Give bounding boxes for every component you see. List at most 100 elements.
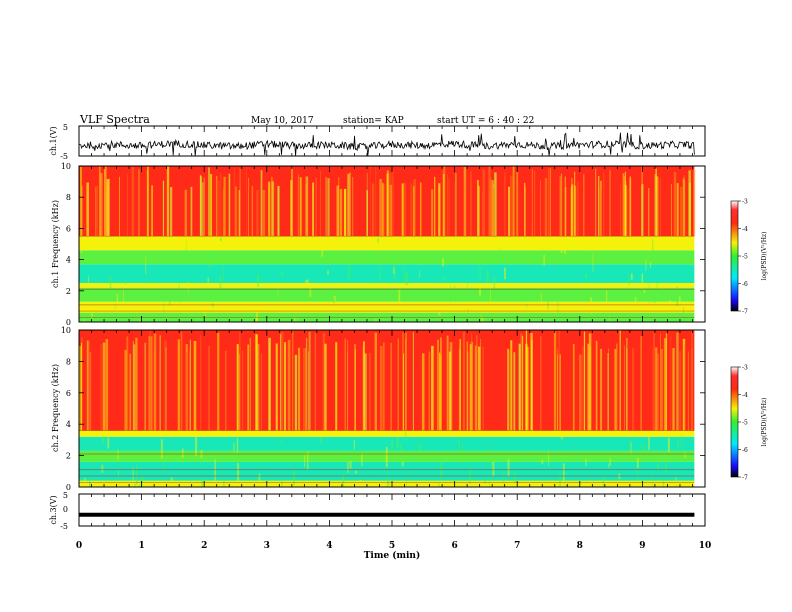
spectrogram-streak: [655, 347, 658, 431]
spectrogram-speck: [145, 256, 147, 275]
spectrogram-speck: [583, 238, 585, 252]
spectrogram-streak: [364, 353, 367, 431]
spectrogram-streak: [482, 169, 486, 237]
spectrogram-streak: [413, 186, 415, 237]
spectrogram-streak: [598, 175, 600, 237]
start-time-label: start UT = 6 : 40 : 22: [437, 116, 534, 126]
spectrogram-streak: [124, 349, 127, 431]
spectrogram-speck: [257, 274, 259, 287]
spectrogram-speck: [204, 306, 206, 319]
spectrogram-streak: [372, 183, 375, 237]
spectrogram-streak: [619, 330, 621, 431]
spectrogram-speck: [656, 282, 658, 297]
spectrogram-speck: [122, 288, 124, 305]
spectrogram-speck: [190, 450, 192, 461]
spectrogram-streak: [352, 176, 354, 237]
spectrogram-streak: [131, 166, 135, 237]
spectrogram-streak: [512, 166, 515, 237]
spectrogram-streak: [100, 344, 103, 431]
spectrogram-speck: [560, 430, 563, 440]
y-tick-label: 6: [66, 224, 71, 233]
spectrogram-streak: [126, 173, 128, 237]
spectrogram-streak: [308, 351, 309, 431]
spectrogram-streak: [607, 353, 609, 431]
spectrogram-speck: [138, 484, 141, 487]
spectrogram-speck: [342, 474, 345, 487]
spectrogram-streak: [292, 330, 294, 431]
spectrogram-streak: [682, 338, 686, 431]
spectrogram-streak: [319, 171, 322, 237]
spectrogram-streak: [482, 346, 484, 431]
colorbar-tick-label: -4: [742, 226, 748, 233]
colorbar-label: log(PSD)(V²/Hz): [761, 398, 768, 447]
spectrogram-speck: [361, 453, 363, 467]
spectrogram-speck: [438, 483, 440, 487]
spectrogram-streak: [583, 331, 585, 431]
spectrogram-streak: [564, 176, 566, 237]
spectrogram-streak: [327, 178, 330, 237]
spectrogram-streak: [335, 342, 338, 431]
spectrogram-speck: [503, 267, 506, 280]
spectrogram-band: [79, 430, 695, 437]
spectrogram-streak: [624, 185, 627, 237]
spectrogram-streak: [186, 352, 189, 431]
spectrogram-streak: [389, 173, 392, 237]
spectrogram-streak: [626, 338, 628, 431]
spectrogram-streak: [477, 180, 479, 237]
spectrogram-streak: [654, 174, 657, 237]
spectrogram-streak: [682, 178, 685, 237]
spectrogram-speck: [560, 240, 563, 253]
spectrogram-streak: [315, 177, 317, 237]
spectrogram-speck: [292, 469, 295, 485]
spectrogram-speck: [440, 458, 443, 479]
spectrogram-streak: [147, 166, 149, 237]
spectrogram-streak: [383, 342, 385, 431]
colorbar-label: log(PSD)(V²/Hz): [761, 232, 768, 281]
spectrogram-streak: [133, 344, 136, 431]
spectrogram-streak: [491, 180, 494, 237]
spectrogram-streak: [151, 336, 153, 431]
spectrogram-streak: [242, 350, 244, 431]
spectrogram-speck: [193, 316, 195, 322]
spectrogram-speck: [281, 271, 284, 277]
spectrogram-speck: [669, 300, 672, 313]
spectrogram-speck: [406, 270, 409, 286]
spectrogram-speck: [507, 459, 510, 477]
spectrogram-streak: [260, 353, 262, 431]
spectrogram-streak: [347, 173, 350, 237]
spectrogram-streak: [553, 331, 557, 431]
spectrogram-streak: [402, 332, 404, 431]
spectrogram-speck: [294, 317, 296, 322]
spectrogram-speck: [233, 443, 235, 452]
spectrogram-speck: [486, 270, 489, 282]
spectrogram-streak: [322, 333, 326, 431]
spectrogram-speck: [385, 447, 388, 468]
spectrogram-speck: [602, 476, 605, 487]
spectrogram-speck: [675, 484, 677, 487]
spectrogram-speck: [650, 261, 652, 268]
spectrogram-speck: [168, 289, 171, 306]
spectrogram-streak: [572, 344, 575, 431]
spectrogram-speck: [628, 275, 630, 286]
spectrogram-speck: [526, 303, 528, 308]
spectrogram-streak: [299, 177, 302, 237]
date-label: May 10, 2017: [251, 116, 314, 126]
spectrogram-speck: [540, 292, 542, 307]
spectrogram-band: [79, 287, 695, 302]
spectrogram-streak: [208, 167, 210, 237]
spectrogram-speck: [333, 295, 336, 313]
spectrogram-streak: [690, 348, 693, 431]
spectrogram-streak: [509, 175, 513, 237]
spectrogram-speck: [112, 484, 114, 487]
spectrogram-streak: [119, 176, 120, 237]
spectrogram-speck: [480, 314, 482, 322]
spectrogram-streak: [239, 339, 241, 431]
spectrogram-speck: [662, 282, 664, 289]
spectrogram-streak: [210, 174, 213, 237]
spectrogram-streak: [626, 188, 629, 237]
spectrogram-streak: [462, 332, 464, 431]
spectrogram-speck: [107, 437, 110, 449]
spectrogram-streak: [540, 336, 542, 431]
spectrogram-streak: [620, 182, 621, 237]
ch3-waveform-panel: 5 0 -5 ch.3(V) 0 1 2 3 4 5 6 7 8 9 10 Time (min): [49, 491, 711, 561]
